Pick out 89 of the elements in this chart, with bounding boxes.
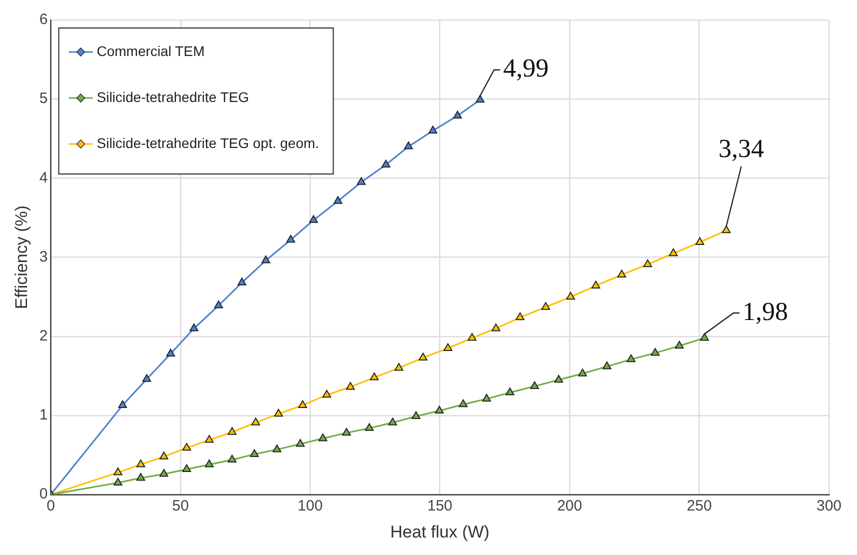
point bbox=[190, 323, 198, 332]
point bbox=[136, 472, 146, 481]
point bbox=[309, 215, 318, 223]
point bbox=[136, 460, 146, 468]
x-tick-label: 150 bbox=[427, 498, 452, 515]
point bbox=[434, 406, 444, 414]
point bbox=[602, 361, 612, 370]
point bbox=[370, 372, 379, 380]
point bbox=[695, 237, 704, 246]
point bbox=[388, 418, 398, 426]
y-tick-label: 0 bbox=[39, 486, 48, 503]
y-tick-label: 1 bbox=[39, 406, 48, 424]
point bbox=[516, 312, 524, 320]
point bbox=[492, 323, 500, 332]
y-tick-label: 5 bbox=[39, 90, 48, 108]
y-tick-label: 2 bbox=[39, 328, 48, 345]
x-axis-title: Heat flux (W) bbox=[390, 522, 490, 542]
point bbox=[668, 248, 678, 256]
point bbox=[182, 442, 192, 451]
point bbox=[643, 259, 652, 268]
point bbox=[700, 332, 709, 341]
point bbox=[261, 255, 270, 264]
point bbox=[541, 302, 550, 310]
x-tick-label: 100 bbox=[298, 498, 323, 515]
legend-label: Silicide-tetrahedrite TEG opt. geom. bbox=[96, 134, 320, 151]
point bbox=[453, 110, 462, 118]
annotation: 3,34 bbox=[718, 134, 764, 164]
point bbox=[428, 126, 438, 134]
x-tick-label: 200 bbox=[557, 498, 582, 515]
point bbox=[394, 363, 404, 371]
point bbox=[159, 469, 168, 477]
annotation: 1,98 bbox=[742, 296, 788, 326]
point bbox=[159, 452, 168, 460]
point bbox=[626, 354, 636, 362]
legend-label: Commercial TEM bbox=[96, 42, 205, 59]
point bbox=[458, 399, 468, 408]
point bbox=[250, 449, 259, 458]
point bbox=[286, 234, 296, 243]
point bbox=[166, 348, 175, 357]
point bbox=[444, 343, 452, 352]
point bbox=[296, 438, 305, 447]
point bbox=[530, 381, 539, 389]
point bbox=[228, 427, 236, 435]
point bbox=[114, 467, 122, 476]
point bbox=[214, 300, 223, 308]
point bbox=[298, 400, 308, 408]
point bbox=[274, 408, 283, 417]
point bbox=[382, 160, 390, 168]
point bbox=[346, 382, 355, 390]
point bbox=[182, 464, 192, 472]
y-tick-label: 3 bbox=[39, 248, 48, 266]
point bbox=[238, 278, 246, 286]
point bbox=[356, 177, 366, 185]
point bbox=[476, 94, 484, 103]
point bbox=[554, 374, 564, 383]
point bbox=[204, 435, 214, 443]
point bbox=[591, 280, 600, 289]
legend-label: Silicide-tetrahedrite TEG bbox=[96, 88, 249, 105]
y-tick-label: 6 bbox=[39, 11, 48, 28]
point bbox=[404, 142, 413, 150]
x-tick-label: 300 bbox=[816, 498, 842, 515]
point bbox=[617, 270, 626, 278]
point bbox=[118, 400, 127, 408]
point bbox=[364, 423, 374, 431]
y-axis-title: Efficiency (%) bbox=[12, 205, 31, 310]
x-tick-label: 50 bbox=[172, 498, 189, 515]
point bbox=[578, 368, 587, 376]
point bbox=[412, 411, 420, 420]
point bbox=[318, 433, 328, 442]
y-tick-label: 4 bbox=[39, 169, 48, 186]
point bbox=[342, 428, 351, 436]
point bbox=[674, 340, 684, 349]
point bbox=[204, 460, 214, 468]
point bbox=[650, 348, 660, 356]
point bbox=[506, 388, 514, 396]
annotation: 4,99 bbox=[503, 54, 549, 83]
point bbox=[272, 444, 282, 452]
point bbox=[482, 394, 491, 402]
point bbox=[114, 478, 122, 486]
point bbox=[418, 352, 428, 361]
point bbox=[322, 390, 332, 398]
point bbox=[468, 332, 476, 341]
x-tick-label: 250 bbox=[686, 498, 712, 515]
point bbox=[228, 454, 236, 463]
point bbox=[334, 196, 342, 204]
point bbox=[142, 374, 152, 382]
point bbox=[566, 292, 576, 300]
point bbox=[722, 225, 731, 234]
point bbox=[251, 418, 260, 426]
